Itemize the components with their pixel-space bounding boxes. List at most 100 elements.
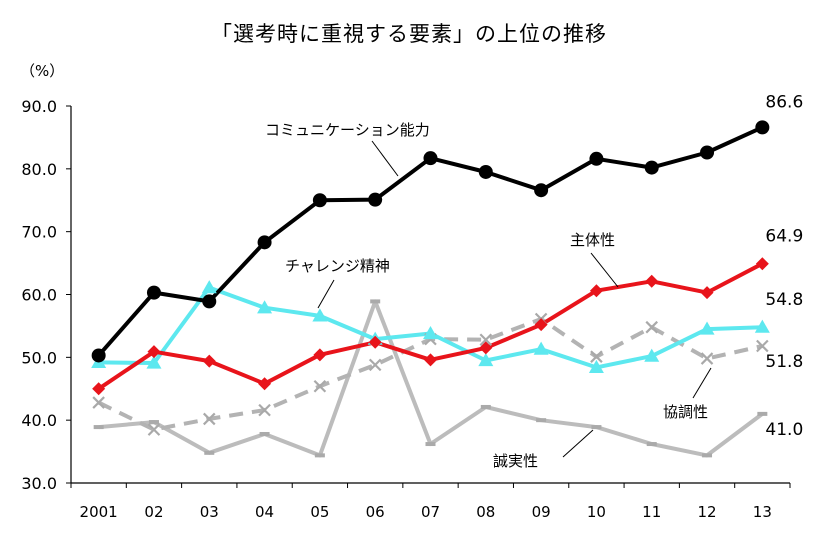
x-tick-label: 03 (200, 503, 219, 521)
data-point-0-1 (146, 285, 161, 300)
x-tick-label: 06 (366, 503, 385, 521)
data-point-1-11 (700, 286, 714, 300)
y-tick-label: 70.0 (21, 223, 57, 242)
annotation-leader-1 (590, 252, 619, 288)
data-point-1-8 (534, 318, 548, 332)
data-point-2-9 (588, 359, 604, 374)
data-point-1-9 (589, 284, 603, 298)
data-point-4-2 (204, 450, 215, 455)
data-point-2-7 (478, 352, 494, 367)
data-point-0-0 (91, 348, 106, 363)
data-point-3-5 (368, 358, 382, 372)
data-point-0-12 (755, 120, 770, 135)
data-point-4-3 (259, 431, 270, 436)
series-annotation-0: コミュニケーション能力 (265, 121, 430, 139)
data-point-1-10 (645, 274, 659, 288)
series-line-4 (98, 299, 764, 458)
series-annotation-1: 主体性 (570, 231, 615, 249)
y-axis-unit-label: （%） (20, 62, 65, 80)
data-point-2-11 (699, 321, 715, 335)
data-point-1-5 (368, 335, 382, 349)
data-point-1-12 (755, 257, 769, 271)
data-point-4-4 (314, 453, 325, 458)
data-point-1-2 (202, 354, 216, 368)
data-point-3-12 (756, 339, 769, 353)
y-tick-label: 90.0 (21, 97, 57, 116)
data-point-3-4 (313, 379, 327, 393)
data-point-0-10 (644, 160, 659, 175)
data-point-4-12 (757, 411, 768, 416)
data-point-1-0 (92, 382, 106, 396)
data-point-2-8 (533, 341, 549, 355)
series-annotation-2: チャレンジ精神 (285, 257, 390, 275)
data-point-4-5 (370, 299, 381, 304)
data-point-0-9 (589, 151, 604, 166)
data-point-0-7 (478, 164, 493, 179)
data-point-2-1 (146, 355, 162, 369)
y-tick-label: 50.0 (21, 348, 57, 367)
data-point-4-0 (93, 425, 104, 430)
data-point-0-4 (312, 193, 327, 208)
y-tick-label: 40.0 (21, 411, 57, 430)
data-point-4-11 (702, 453, 713, 458)
data-point-4-8 (536, 418, 547, 423)
data-point-2-2 (201, 280, 217, 294)
data-point-2-3 (257, 300, 273, 314)
data-point-0-2 (202, 294, 217, 309)
x-tick-label: 11 (642, 503, 661, 521)
data-point-0-5 (368, 192, 383, 207)
data-point-1-7 (479, 341, 493, 355)
data-point-4-10 (646, 442, 657, 447)
x-tick-label: 05 (310, 503, 329, 521)
x-tick-label: 07 (421, 503, 440, 521)
y-tick-label: 60.0 (21, 286, 57, 305)
y-tick-label: 30.0 (21, 474, 57, 493)
end-value-label-0: 86.6 (765, 92, 803, 112)
chart-title: 「選考時に重視する要素」の上位の推移 (211, 22, 607, 46)
annotation-leader-3 (692, 367, 712, 399)
data-point-4-9 (591, 425, 602, 430)
data-point-1-1 (147, 345, 161, 359)
data-point-4-1 (148, 420, 159, 425)
data-point-1-4 (313, 348, 327, 362)
end-value-label-1: 64.9 (765, 227, 803, 247)
y-tick-label: 80.0 (21, 160, 57, 179)
data-point-3-10 (645, 320, 659, 334)
data-point-2-10 (644, 348, 660, 362)
series-annotation-4: 誠実性 (493, 452, 538, 470)
data-point-3-11 (700, 352, 714, 365)
end-value-label-4: 41.0 (765, 420, 803, 440)
data-point-2-12 (754, 319, 770, 333)
annotation-leader-2 (317, 279, 335, 309)
data-point-2-6 (423, 325, 438, 340)
data-point-1-6 (424, 353, 437, 367)
x-tick-label: 09 (532, 503, 551, 521)
chart-labels: 86.6 64.9 54.8 51.8 41.0 コミュニケーション能力主体性チャレンジ精… (265, 92, 803, 470)
data-point-3-0 (92, 396, 105, 409)
end-value-label-2: 54.8 (765, 290, 803, 310)
x-tick-label: 08 (476, 503, 495, 521)
x-tick-label: 12 (697, 503, 716, 521)
annotation-leader-4 (562, 429, 594, 458)
data-point-1-3 (258, 377, 272, 391)
x-tick-label: 02 (144, 503, 163, 521)
data-point-3-7 (479, 333, 493, 347)
data-point-4-7 (480, 404, 491, 409)
x-tick-label: 04 (255, 503, 274, 521)
series-annotation-3: 協調性 (663, 403, 708, 421)
data-point-0-11 (700, 145, 715, 160)
x-tick-label: 2001 (80, 503, 118, 521)
x-tick-label: 13 (753, 503, 772, 521)
data-point-2-4 (312, 308, 328, 322)
annotation-leader-0 (371, 140, 399, 177)
data-point-0-8 (534, 183, 549, 198)
data-point-0-3 (257, 235, 272, 250)
end-value-label-3: 51.8 (765, 352, 803, 372)
chart-axes: 30.0 40.0 50.0 60.0 70.0 80.0 90.0 2001 02 03 04 05… (21, 97, 791, 521)
data-point-4-6 (425, 442, 436, 447)
data-point-3-2 (202, 412, 216, 426)
data-point-0-6 (423, 151, 438, 166)
x-tick-label: 10 (587, 503, 606, 521)
data-point-3-1 (147, 423, 161, 436)
